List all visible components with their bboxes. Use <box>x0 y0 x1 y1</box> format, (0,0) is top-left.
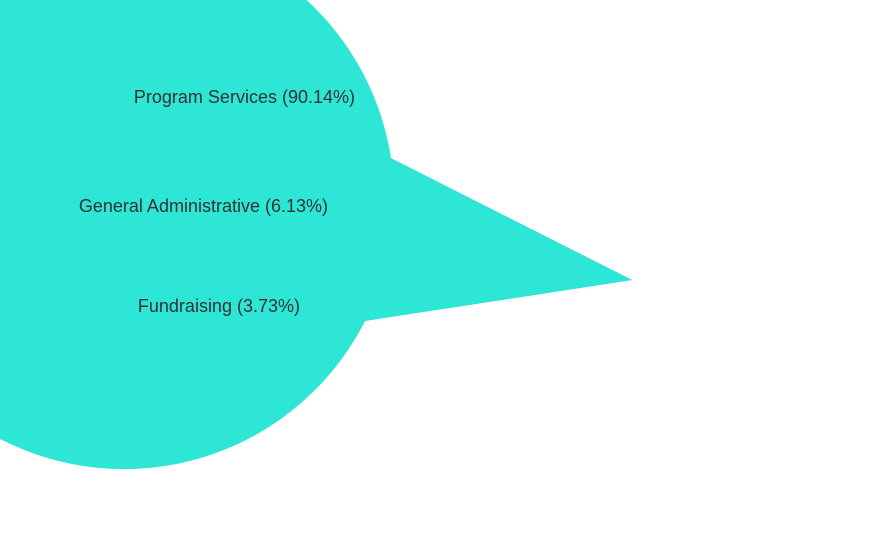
slice-label: Program Services (90.14%) <box>134 87 355 107</box>
slice-label: Fundraising (3.73%) <box>138 296 300 316</box>
slice-label: General Administrative (6.13%) <box>79 196 328 216</box>
pie-slice <box>0 0 632 470</box>
